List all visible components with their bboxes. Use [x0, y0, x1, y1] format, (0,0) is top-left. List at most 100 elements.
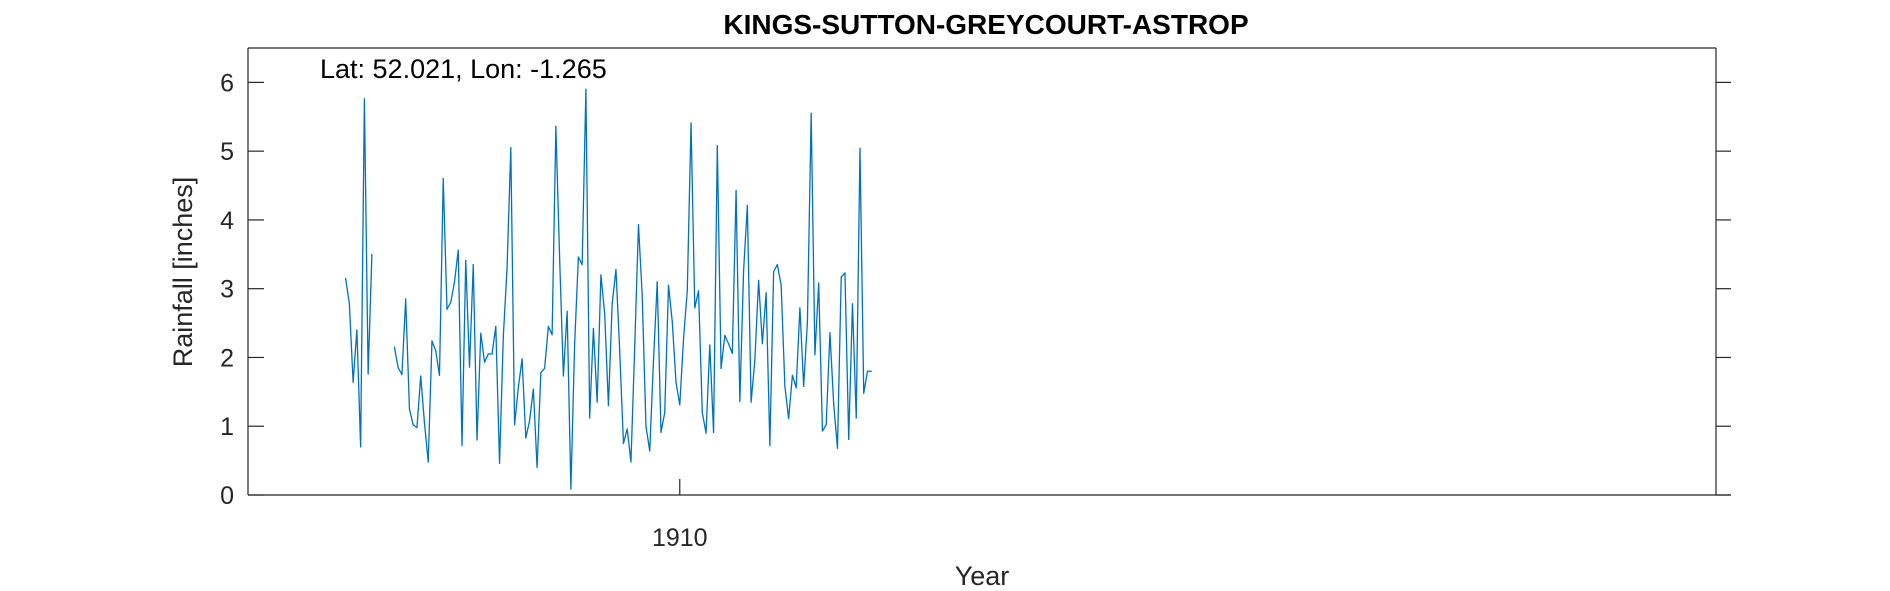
rainfall-data-point — [367, 373, 369, 375]
rainfall-data-point — [405, 298, 407, 300]
rainfall-data-point — [694, 307, 696, 309]
rainfall-data-point — [682, 338, 685, 340]
rainfall-data-point — [634, 346, 636, 348]
rainfall-data-point — [450, 301, 452, 304]
rainfall-data-point — [814, 354, 816, 356]
rainfall-data-point — [712, 431, 715, 434]
rainfall-data-point — [547, 325, 549, 328]
rainfall-data-point — [855, 417, 857, 419]
rainfall-data-point — [690, 122, 692, 124]
rainfall-data-point — [686, 290, 688, 292]
rainfall-data-point — [615, 268, 617, 271]
rainfall-data-point — [697, 290, 700, 292]
y-tick-label: 2 — [220, 344, 234, 372]
rainfall-data-point — [784, 385, 786, 387]
rainfall-data-point — [660, 431, 662, 434]
rainfall-data-point — [705, 432, 707, 434]
rainfall-data-point — [780, 284, 782, 286]
rainfall-data-point — [731, 352, 733, 354]
rainfall-data-point — [525, 437, 527, 439]
rainfall-data-point — [435, 349, 437, 352]
rainfall-data-point — [401, 374, 403, 376]
rainfall-data-point — [761, 343, 763, 345]
rainfall-data-point — [675, 381, 677, 383]
x-axis-label: Year — [955, 561, 1010, 591]
rainfall-data-point — [356, 329, 358, 331]
rainfall-data-point — [412, 424, 414, 426]
rainfall-data-point — [863, 392, 865, 394]
y-tick-label: 4 — [220, 207, 234, 235]
rainfall-data-point — [619, 349, 621, 352]
rainfall-data-point — [483, 361, 486, 363]
rainfall-data-point — [645, 425, 647, 427]
rainfall-data-point — [604, 312, 606, 315]
rainfall-data-point — [566, 310, 568, 312]
rainfall-data-point — [630, 461, 632, 463]
rainfall-data-point — [423, 422, 426, 424]
rainfall-data-point — [671, 321, 673, 323]
rainfall-data-point — [727, 343, 730, 345]
rainfall-data-point — [769, 444, 771, 447]
rainfall-data-point — [574, 343, 576, 345]
rainfall-data-point — [510, 147, 512, 149]
rainfall-data-point — [427, 461, 429, 463]
rainfall-data-point — [791, 374, 794, 376]
rainfall-data-point — [821, 430, 824, 432]
y-tick-label: 0 — [220, 482, 234, 510]
rainfall-data-point — [724, 334, 726, 337]
rainfall-data-point — [589, 417, 591, 419]
rainfall-data-point — [637, 224, 640, 226]
rainfall-data-point — [833, 403, 835, 405]
rainfall-data-point — [585, 88, 587, 90]
rainfall-data-point — [348, 303, 350, 305]
rainfall-data-point — [750, 401, 752, 403]
rainfall-data-point — [626, 428, 628, 430]
rainfall-data-point — [592, 327, 595, 330]
rainfall-data-point — [480, 332, 482, 334]
rainfall-data-point — [848, 438, 850, 440]
rainfall-data-point — [851, 303, 854, 305]
rainfall-data-point — [866, 370, 869, 372]
rainfall-data-point — [544, 367, 546, 370]
rainfall-data-point — [517, 387, 519, 389]
rainfall-data-point — [596, 401, 598, 403]
rainfall-data-point — [803, 385, 805, 387]
rainfall-data-point — [559, 257, 561, 259]
rainfall-data-point — [371, 253, 373, 255]
axes: 0 1 2 3 4 5 6 1910 — [220, 47, 1731, 552]
rainfall-data-point — [844, 272, 846, 274]
rainfall-data-point — [709, 344, 711, 346]
rainfall-data-point — [495, 325, 497, 328]
rainfall-data-point — [806, 321, 809, 323]
rainfall-data-point — [513, 424, 516, 426]
rainfall-data-point — [476, 439, 478, 441]
y-tick-label: 1 — [220, 413, 234, 441]
x-tick-label: 1910 — [652, 524, 708, 552]
rainfall-data-point — [457, 249, 459, 251]
rainfall-data-point — [739, 400, 741, 403]
rainfall-data-point — [498, 462, 501, 464]
rainfall-data-point — [664, 411, 666, 414]
rainfall-data-point — [716, 145, 718, 147]
rainfall-data-point — [788, 418, 790, 420]
rainfall-data-point — [416, 427, 418, 429]
rainfall-data-point — [360, 446, 362, 448]
rainfall-data-point — [555, 125, 557, 127]
rainfall-data-point — [622, 442, 625, 445]
rainfall-data-point — [641, 294, 643, 297]
rainfall-data-point — [611, 303, 613, 305]
rainfall-data-point — [521, 358, 523, 360]
rainfall-data-point — [570, 488, 572, 490]
rainfall-data-point — [472, 264, 474, 266]
y-tick-label: 5 — [220, 138, 234, 166]
rainfall-data-point — [810, 112, 812, 114]
rainfall-data-point — [446, 308, 448, 310]
rainfall-data-point — [408, 408, 411, 410]
rainfall-data-point — [540, 371, 542, 374]
rainfall-data-point — [765, 292, 767, 294]
rainfall-data-point — [487, 353, 489, 355]
rainfall-series-line-segment — [393, 88, 872, 490]
rainfall-series-line-segment — [344, 98, 373, 448]
rainfall-data-point — [502, 336, 504, 338]
rainfall-data-point — [562, 375, 564, 377]
